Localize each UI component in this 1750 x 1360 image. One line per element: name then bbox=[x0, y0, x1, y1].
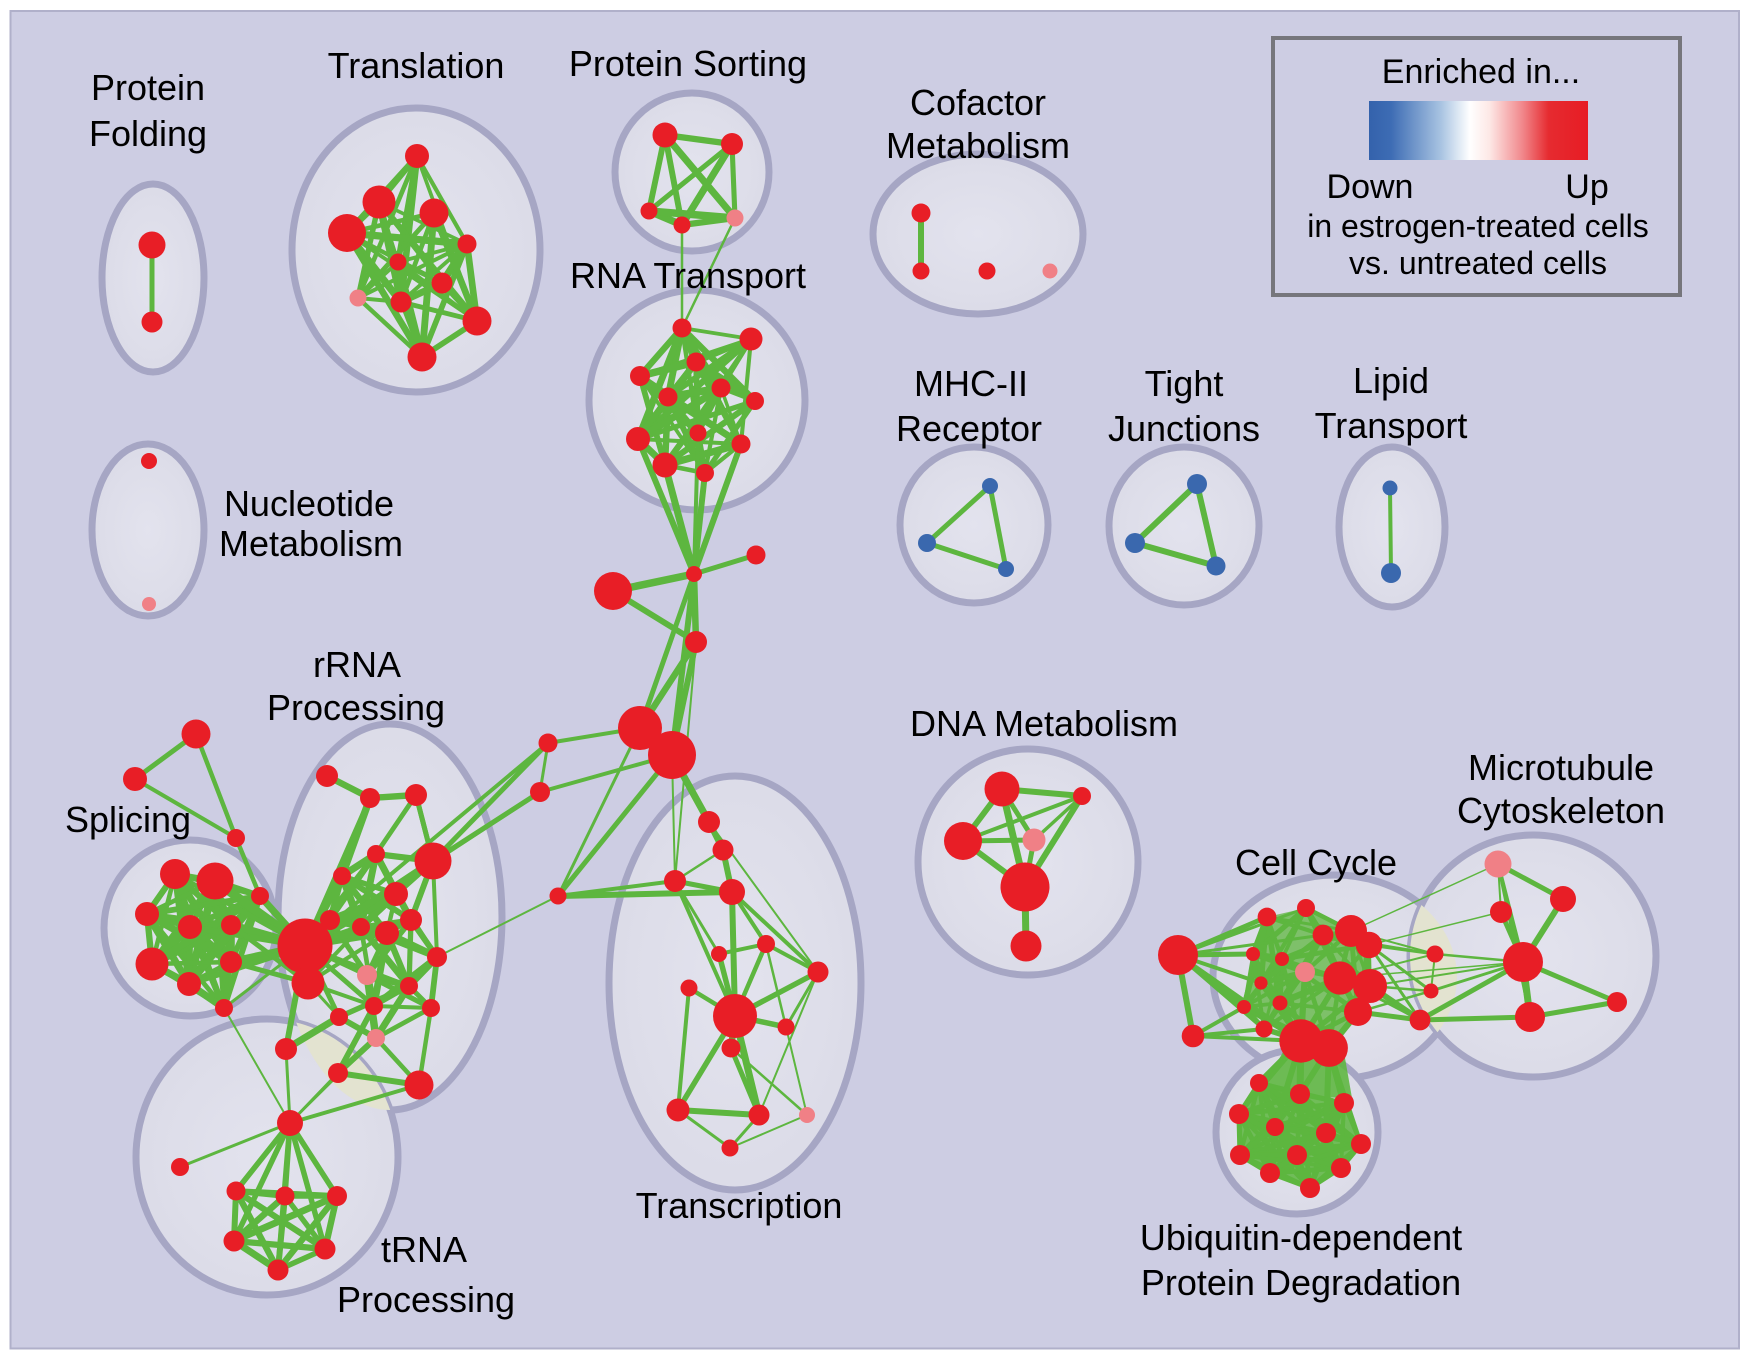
svg-text:Folding: Folding bbox=[89, 113, 207, 154]
svg-text:Protein: Protein bbox=[91, 67, 205, 108]
svg-text:Transport: Transport bbox=[1315, 405, 1468, 446]
svg-text:Processing: Processing bbox=[267, 687, 445, 728]
svg-text:Metabolism: Metabolism bbox=[219, 523, 403, 564]
svg-text:in estrogen-treated cells: in estrogen-treated cells bbox=[1307, 208, 1649, 244]
svg-text:Lipid: Lipid bbox=[1353, 360, 1429, 401]
svg-text:Up: Up bbox=[1565, 168, 1608, 206]
svg-text:Tight: Tight bbox=[1145, 363, 1224, 404]
svg-text:Nucleotide: Nucleotide bbox=[224, 483, 394, 524]
svg-text:DNA Metabolism: DNA Metabolism bbox=[910, 703, 1178, 744]
svg-text:vs. untreated cells: vs. untreated cells bbox=[1349, 245, 1607, 281]
svg-text:Protein Degradation: Protein Degradation bbox=[1141, 1262, 1461, 1303]
svg-text:Splicing: Splicing bbox=[65, 799, 191, 840]
svg-text:Cell Cycle: Cell Cycle bbox=[1235, 842, 1397, 883]
svg-text:Translation: Translation bbox=[328, 45, 505, 86]
svg-text:Microtubule: Microtubule bbox=[1468, 747, 1654, 788]
svg-text:Processing: Processing bbox=[337, 1279, 515, 1320]
svg-text:Cytoskeleton: Cytoskeleton bbox=[1457, 790, 1665, 831]
svg-text:Transcription: Transcription bbox=[636, 1185, 843, 1226]
svg-text:Ubiquitin-dependent: Ubiquitin-dependent bbox=[1140, 1217, 1462, 1258]
svg-text:RNA Transport: RNA Transport bbox=[570, 255, 806, 296]
svg-text:Down: Down bbox=[1327, 168, 1414, 206]
svg-text:Receptor: Receptor bbox=[896, 408, 1042, 449]
svg-text:Protein Sorting: Protein Sorting bbox=[569, 43, 807, 84]
svg-text:rRNA: rRNA bbox=[313, 644, 401, 685]
svg-text:Junctions: Junctions bbox=[1108, 408, 1260, 449]
svg-text:Enriched in...: Enriched in... bbox=[1382, 53, 1580, 91]
svg-text:tRNA: tRNA bbox=[381, 1229, 467, 1270]
svg-text:MHC-II: MHC-II bbox=[914, 363, 1028, 404]
svg-text:Metabolism: Metabolism bbox=[886, 125, 1070, 166]
svg-text:Cofactor: Cofactor bbox=[910, 82, 1046, 123]
